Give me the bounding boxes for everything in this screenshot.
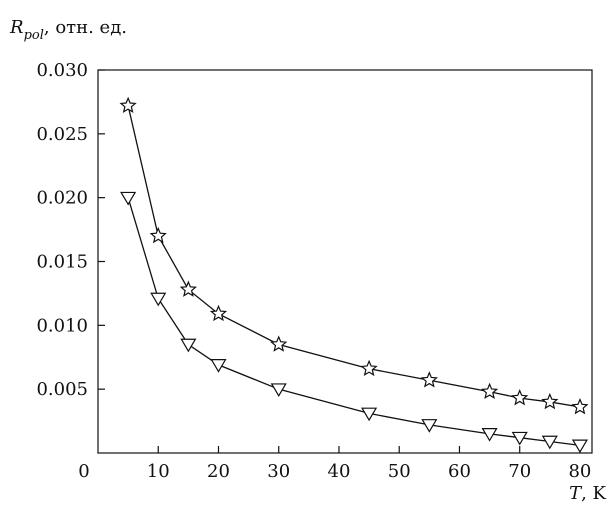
svg-text:Rpol, отн. ед.: Rpol, отн. ед. <box>9 17 127 43</box>
star-point <box>420 371 438 388</box>
y-tick-label: 0.010 <box>36 315 88 336</box>
star-point <box>541 392 559 410</box>
star-point <box>480 382 499 400</box>
triangle-point <box>270 383 287 398</box>
star-point <box>119 96 137 114</box>
star-point <box>270 335 288 352</box>
series-1-line <box>127 105 581 408</box>
triangle-point <box>481 428 498 442</box>
tick-labels: 10 20 30 40 50 60 70 80 0.005 0.010 0.015 0.020 0.02… <box>36 60 591 482</box>
y-tick-label: 0.005 <box>36 379 88 400</box>
x-tick-label: 20 <box>207 461 230 482</box>
x-tick-label: 30 <box>267 461 290 482</box>
x-axis-unit: , K <box>581 483 606 504</box>
y-tick-label: 0.025 <box>36 124 88 145</box>
x-tick-label: 10 <box>147 461 170 482</box>
triangle-point <box>421 419 438 433</box>
triangle-point <box>361 407 378 422</box>
triangle-point <box>511 431 528 446</box>
origin-label: 0 <box>78 461 89 482</box>
y-tick-label: 0.015 <box>36 252 88 273</box>
triangle-point <box>120 191 137 206</box>
series-lines <box>127 105 581 446</box>
star-point <box>209 304 228 322</box>
star-point <box>149 226 167 244</box>
series-markers <box>119 96 589 454</box>
svg-text:T, K: T, K <box>569 483 606 504</box>
y-tick-label: 0.020 <box>36 188 88 209</box>
series-2-line <box>127 197 581 446</box>
x-tick-label: 50 <box>388 461 411 482</box>
star-point <box>360 359 378 377</box>
star-point <box>511 389 529 406</box>
triangle-point <box>150 292 167 307</box>
y-axis-unit: , отн. ед. <box>44 17 127 38</box>
y-axis-subscript: pol <box>24 28 44 43</box>
x-tick-label: 40 <box>328 461 351 482</box>
x-tick-label: 60 <box>448 461 471 482</box>
y-tick-label: 0.030 <box>36 60 88 81</box>
x-axis-label: T, K <box>569 483 606 504</box>
triangle-point <box>571 439 589 454</box>
x-tick-label: 80 <box>568 461 591 482</box>
y-axis-symbol: R <box>9 17 24 38</box>
triangle-point <box>180 338 197 353</box>
star-point <box>571 397 589 415</box>
x-axis-symbol: T <box>569 483 583 504</box>
star-point <box>179 280 197 297</box>
y-axis-label: Rpol, отн. ед. <box>9 17 127 43</box>
triangle-point <box>210 359 227 373</box>
triangle-point <box>541 435 558 450</box>
x-tick-label: 70 <box>508 461 531 482</box>
